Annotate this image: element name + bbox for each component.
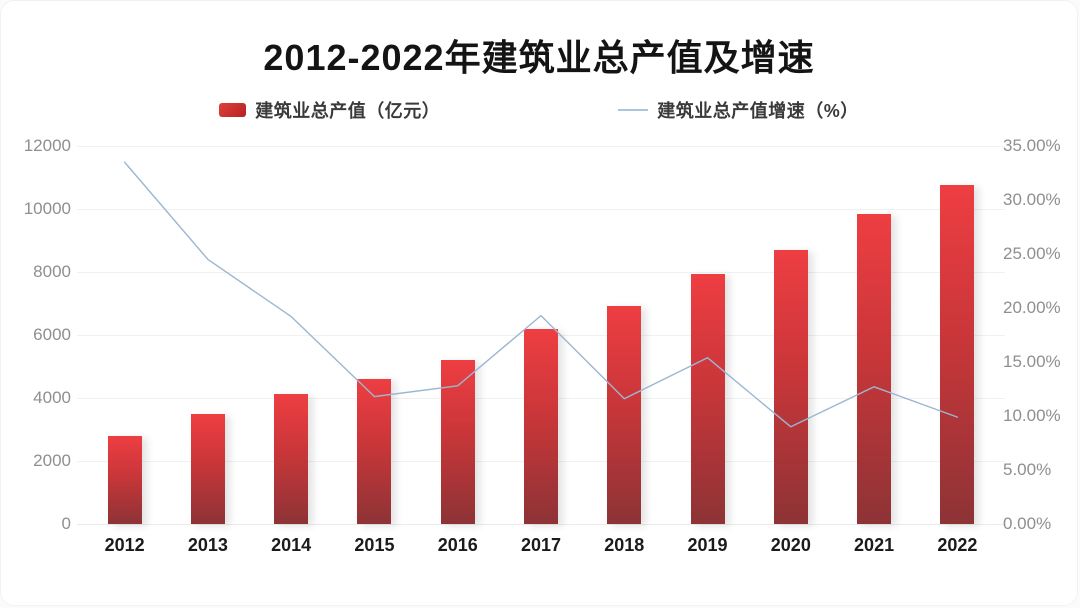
x-axis-label-2021: 2021: [854, 535, 895, 555]
bar-2015: [357, 379, 392, 524]
x-axis-label-2022: 2022: [937, 535, 978, 555]
x-axis-label-2015: 2015: [354, 535, 395, 555]
left-axis-tick-label: 8000: [33, 262, 71, 281]
x-axis-label-2019: 2019: [687, 535, 728, 555]
left-axis-tick-label: 2000: [33, 451, 71, 470]
line-series-swatch-icon: [618, 109, 649, 111]
x-axis-label-2018: 2018: [604, 535, 645, 555]
bar-2013: [190, 414, 225, 524]
right-axis-tick-label: 25.00%: [1003, 244, 1061, 263]
plot-area: [77, 146, 1005, 525]
right-axis-tick-label: 20.00%: [1003, 298, 1061, 317]
growth-line: [123, 161, 959, 428]
left-axis-tick-label: 4000: [33, 388, 71, 407]
x-axis-label-2012: 2012: [104, 535, 145, 555]
gridline: [77, 209, 1005, 210]
right-axis-tick-label: 35.00%: [1003, 136, 1061, 155]
bar-series-swatch-icon: [219, 103, 247, 117]
bar-2022: [940, 185, 975, 524]
x-axis-label-2014: 2014: [271, 535, 312, 555]
bar-2018: [607, 306, 642, 524]
bar-2012: [107, 436, 142, 524]
growth-line-svg: [123, 161, 959, 428]
right-axis-tick-label: 0.00%: [1003, 514, 1052, 533]
legend-label-growth-rate: 建筑业总产值增速（%）: [657, 101, 859, 121]
chart-title: 2012-2022年建筑业总产值及增速: [263, 37, 815, 78]
bar-2021: [857, 214, 892, 524]
right-axis-tick-label: 10.00%: [1003, 406, 1061, 425]
gridline: [77, 272, 1005, 273]
right-axis-tick-label: 15.00%: [1003, 352, 1061, 371]
x-axis-label-2020: 2020: [770, 535, 811, 555]
x-axis-label-2016: 2016: [437, 535, 478, 555]
legend-label-output-value: 建筑业总产值（亿元）: [255, 101, 441, 121]
left-axis-tick-label: 12000: [23, 136, 71, 155]
legend: 建筑业总产值（亿元） 建筑业总产值增速（%）: [1, 97, 1077, 123]
bar-2020: [773, 249, 808, 524]
legend-item-growth-rate: 建筑业总产值增速（%）: [618, 97, 859, 123]
bar-2019: [690, 273, 725, 524]
bar-2017: [524, 329, 558, 524]
left-axis-tick-label: 6000: [33, 325, 71, 344]
x-axis-label-2013: 2013: [187, 535, 228, 555]
gridline: [77, 146, 1005, 147]
gridline: [77, 524, 1005, 525]
left-axis-tick-label: 0: [61, 514, 71, 533]
left-axis-tick-label: 10000: [23, 199, 71, 218]
bar-2014: [274, 393, 309, 524]
x-axis-label-2017: 2017: [520, 535, 562, 555]
legend-item-output-value: 建筑业总产值（亿元）: [219, 97, 440, 123]
right-axis-tick-label: 5.00%: [1003, 460, 1052, 479]
right-axis-tick-label: 30.00%: [1003, 190, 1061, 209]
